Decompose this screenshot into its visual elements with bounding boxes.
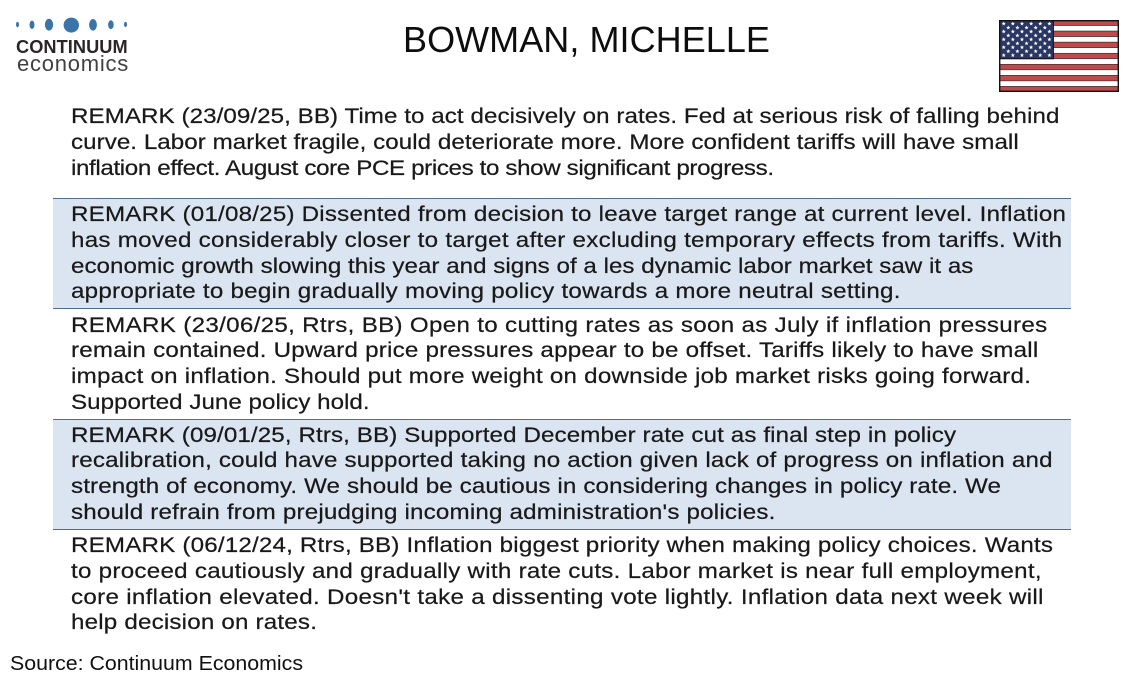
svg-text:CONTINUUM: CONTINUUM (16, 37, 128, 57)
svg-text:economics: economics (17, 51, 128, 76)
